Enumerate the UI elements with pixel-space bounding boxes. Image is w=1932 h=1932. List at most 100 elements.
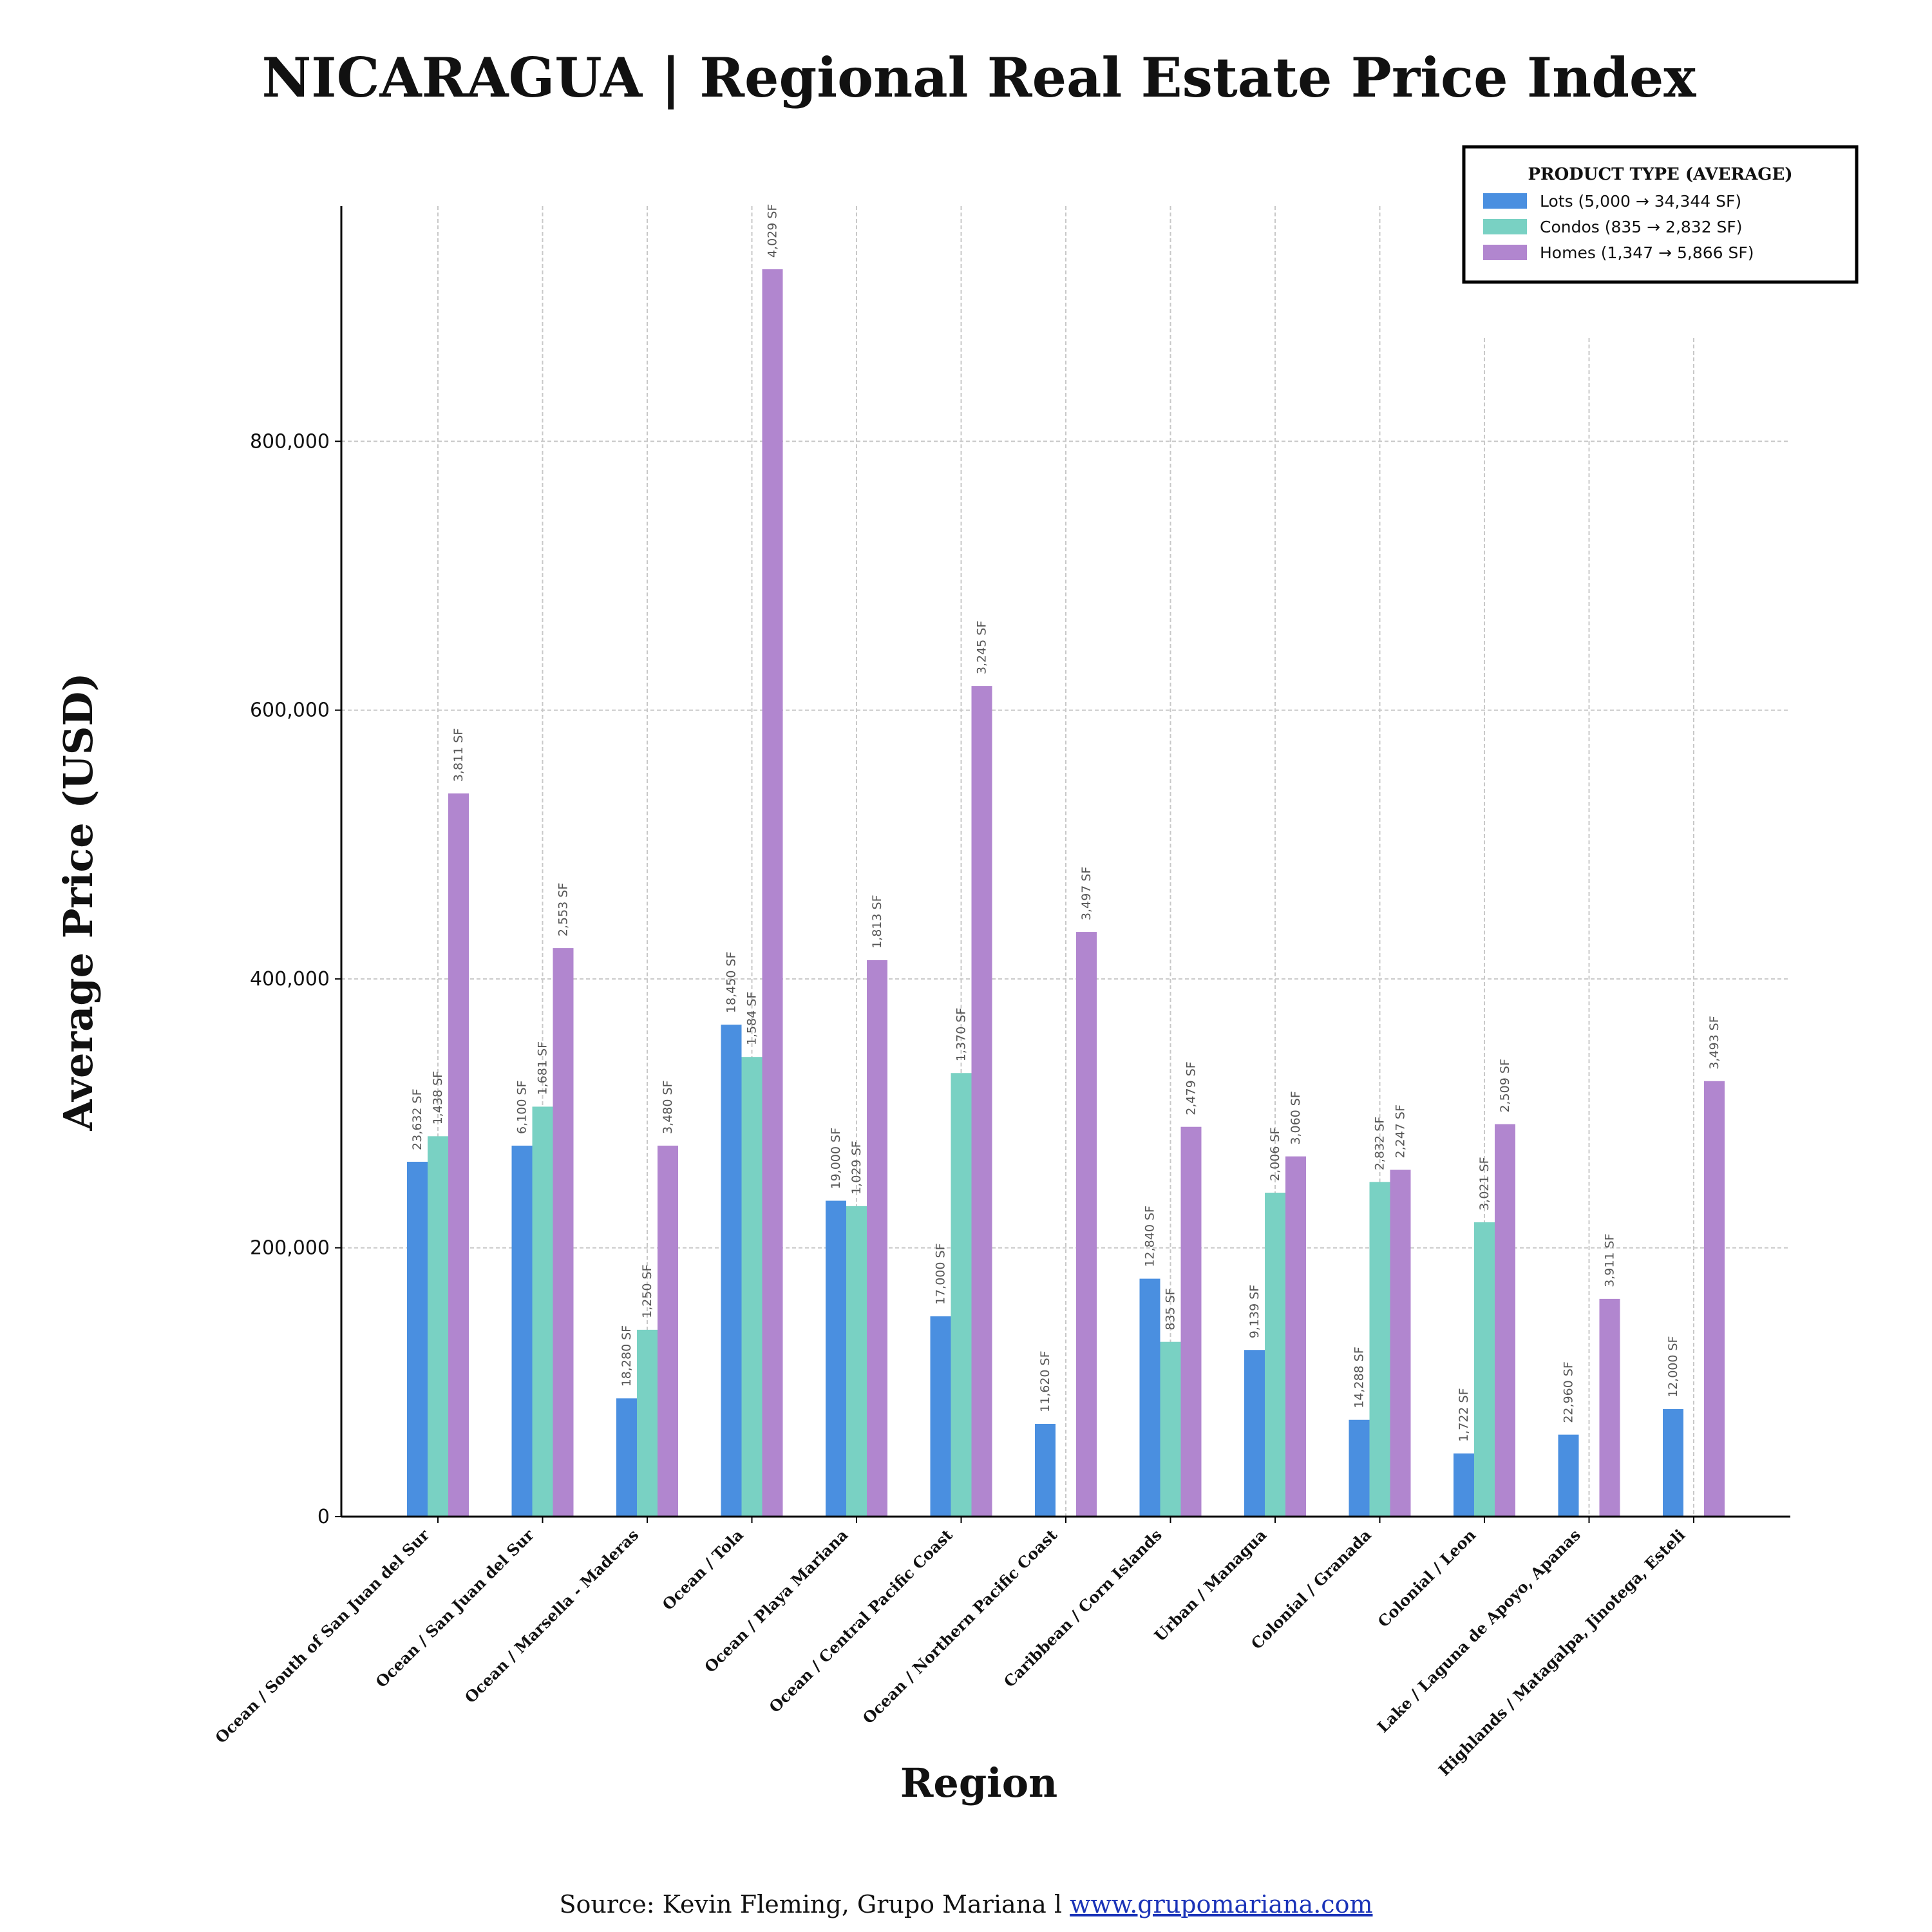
data-label: 835 SF: [1164, 1288, 1178, 1330]
legend-label: Homes (1,347 → 5,866 SF): [1540, 243, 1754, 262]
bar: [1390, 1170, 1411, 1517]
source-text: Source: Kevin Fleming, Grupo Mariana l: [559, 1890, 1070, 1918]
x-axis-label: Region: [900, 1759, 1057, 1806]
bar: [930, 1316, 951, 1517]
bar: [1474, 1222, 1495, 1517]
x-tick-label: Ocean / Northern Pacific Coast: [859, 1526, 1061, 1728]
bar: [1139, 1278, 1160, 1517]
bar: [826, 1200, 846, 1517]
data-label: 17,000 SF: [934, 1243, 948, 1305]
data-label: 3,480 SF: [661, 1081, 675, 1134]
data-label: 19,000 SF: [829, 1128, 843, 1189]
x-tick-label: Ocean / Central Pacific Coast: [765, 1526, 956, 1716]
bar: [1035, 1423, 1056, 1517]
x-tick-label: Ocean / Marsella - Maderas: [461, 1526, 643, 1707]
data-label: 3,021 SF: [1477, 1157, 1492, 1210]
legend-swatch: [1483, 245, 1527, 260]
data-labels: 23,632 SF 6,100 SF 18,280 SF 18,450 SF 19,00…: [410, 204, 1721, 1442]
data-label: 18,280 SF: [620, 1325, 634, 1387]
data-label: 14,288 SF: [1352, 1347, 1367, 1408]
legend-title: PRODUCT TYPE (AVERAGE): [1528, 165, 1792, 184]
bar: [1599, 1298, 1620, 1517]
data-label: 1,029 SF: [849, 1141, 864, 1194]
bar: [971, 686, 992, 1517]
x-tick-label: Urban / Managua: [1150, 1526, 1270, 1645]
data-label: 9,139 SF: [1247, 1285, 1262, 1338]
x-tick-label: Ocean / South of San Juan del Sur: [211, 1525, 433, 1747]
data-label: 2,832 SF: [1373, 1117, 1387, 1170]
data-label: 3,911 SF: [1603, 1233, 1617, 1287]
data-label: 3,497 SF: [1079, 867, 1094, 920]
bar: [1663, 1409, 1683, 1517]
source-credit: Source: Kevin Fleming, Grupo Mariana l w…: [559, 1890, 1372, 1918]
y-tick-label: 600,000: [250, 699, 330, 722]
data-label: 1,250 SF: [640, 1264, 654, 1318]
data-label: 6,100 SF: [515, 1081, 529, 1134]
legend-label: Condos (835 → 2,832 SF): [1540, 218, 1743, 236]
y-tick-label: 200,000: [250, 1237, 330, 1260]
data-label: 3,060 SF: [1289, 1091, 1303, 1144]
data-label: 3,245 SF: [975, 621, 989, 674]
bar: [1076, 932, 1097, 1517]
bar: [532, 1106, 553, 1517]
data-label: 2,006 SF: [1268, 1128, 1282, 1181]
legend-swatch: [1483, 219, 1527, 234]
bar: [1265, 1192, 1285, 1517]
data-label: 3,811 SF: [451, 728, 466, 782]
data-label: 12,840 SF: [1143, 1206, 1157, 1267]
bar: [407, 1161, 428, 1517]
axes: [335, 206, 1790, 1523]
data-label: 2,553 SF: [556, 883, 571, 936]
data-label: 11,620 SF: [1038, 1350, 1052, 1412]
data-label: 1,584 SF: [745, 992, 759, 1045]
bar: [1349, 1419, 1370, 1517]
x-tick-label: Lake / Laguna de Apoyo, Apanas: [1374, 1526, 1584, 1736]
bar: [1285, 1156, 1306, 1517]
data-label: 18,450 SF: [724, 952, 739, 1014]
bar: [1454, 1453, 1474, 1517]
data-label: 23,632 SF: [410, 1088, 424, 1150]
y-tick-labels: 0 200,000 400,000 600,000 800,000: [250, 430, 330, 1528]
y-tick-label: 400,000: [250, 968, 330, 990]
source-link[interactable]: www.grupomariana.com: [1070, 1890, 1372, 1918]
bar: [846, 1206, 867, 1517]
data-label: 2,479 SF: [1184, 1061, 1198, 1115]
x-tick-label: Highlands / Matagalpa, Jinotega, Esteli: [1435, 1526, 1689, 1779]
legend-box: [1462, 145, 1859, 284]
chart-title: NICARAGUA | Regional Real Estate Price I…: [262, 46, 1697, 110]
data-label: 3,493 SF: [1707, 1016, 1721, 1069]
bar: [1704, 1081, 1725, 1517]
bar: [637, 1329, 658, 1517]
data-label: 1,438 SF: [431, 1071, 445, 1124]
bar: [448, 793, 469, 1517]
data-label: 1,681 SF: [536, 1041, 550, 1095]
data-label: 1,370 SF: [954, 1008, 969, 1061]
bar: [762, 269, 783, 1517]
bar: [867, 960, 887, 1517]
bar: [1495, 1124, 1515, 1517]
bar: [511, 1145, 533, 1517]
bar: [1244, 1350, 1265, 1517]
bar: [553, 948, 574, 1517]
data-label: 12,000 SF: [1666, 1336, 1680, 1398]
bar: [658, 1145, 678, 1517]
data-label: 1,722 SF: [1457, 1388, 1471, 1441]
bar: [721, 1025, 742, 1517]
bar: [428, 1136, 448, 1517]
y-tick-label: 0: [317, 1506, 330, 1528]
data-label: 1,813 SF: [870, 895, 884, 948]
y-tick-label: 800,000: [250, 430, 330, 453]
legend-label: Lots (5,000 → 34,344 SF): [1540, 192, 1741, 211]
bar: [741, 1057, 762, 1517]
data-label: 2,247 SF: [1394, 1104, 1408, 1158]
x-tick-label: Ocean / Tola: [659, 1526, 747, 1614]
x-tick-label: Colonial / Granada: [1247, 1526, 1375, 1653]
data-label: 22,960 SF: [1562, 1361, 1576, 1423]
legend-items: Lots (5,000 → 34,344 SF) Condos (835 → 2,…: [1483, 192, 1754, 262]
bar: [1369, 1182, 1390, 1517]
bar: [951, 1073, 972, 1517]
data-label: 4,029 SF: [766, 204, 780, 258]
legend: PRODUCT TYPE (AVERAGE) Lots (5,000 → 34,…: [1462, 145, 1859, 284]
